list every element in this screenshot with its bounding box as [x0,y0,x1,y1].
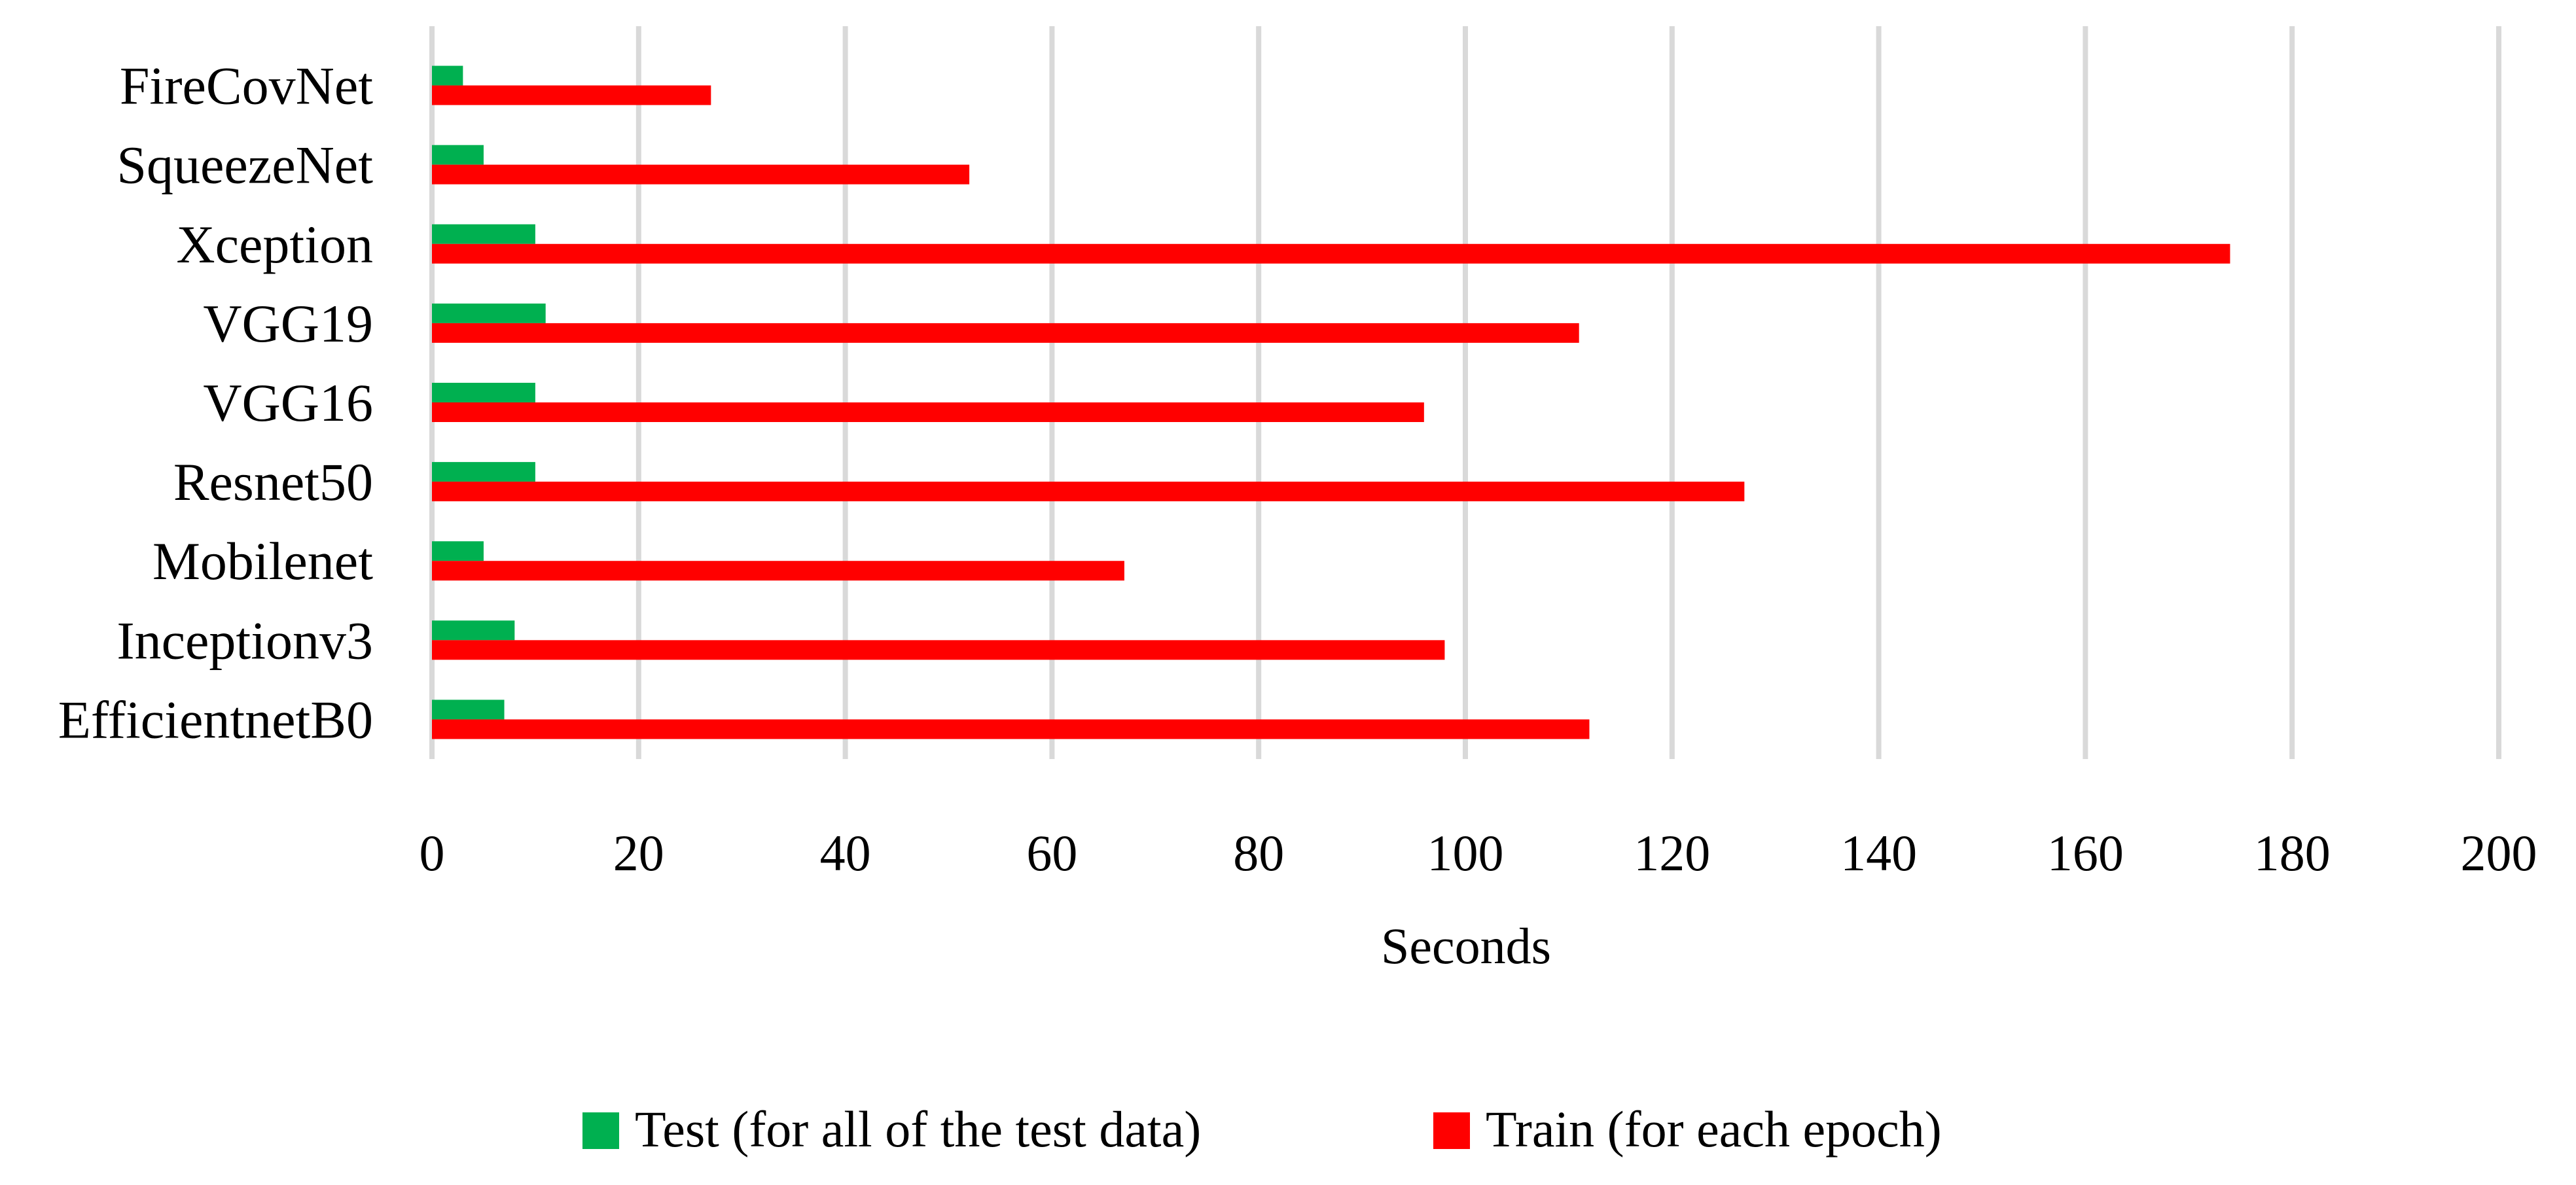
train-bar-resnet50 [432,482,1745,502]
category-label: Xception [176,215,373,274]
bar-series [432,65,2230,739]
test-bar-efficientnetb0 [432,699,505,720]
train-bar-xception [432,243,2230,264]
x-tick-labels: 0 20 40 60 80 100 120 140 160 180 200 [420,824,2537,881]
category-label: EfficientnetB0 [58,690,373,749]
category-label: VGG16 [203,373,373,433]
category-label: VGG19 [203,294,373,353]
category-labels: FireCovNet SqueezeNet Xception VGG19 VGG16 Re… [58,56,373,750]
x-tick-label: 120 [1634,824,1710,881]
legend-label-test: Test (for all of the test data) [635,1101,1201,1158]
train-bar-mobilenet [432,561,1124,581]
x-tick-label: 160 [2047,824,2124,881]
train-bar-inceptionv3 [432,640,1445,660]
legend-swatch-train [1433,1112,1470,1149]
x-tick-label: 0 [420,824,445,881]
test-bar-vgg16 [432,383,535,402]
x-tick-label: 40 [820,824,871,881]
x-tick-label: 80 [1233,824,1284,881]
x-tick-label: 20 [613,824,664,881]
category-label: Mobilenet [152,531,373,591]
category-label: FireCovNet [120,56,373,116]
test-bar-vgg19 [432,303,546,323]
test-bar-inceptionv3 [432,620,515,641]
test-bar-squeezenet [432,145,484,165]
test-bar-resnet50 [432,462,535,482]
test-bar-firecovnet [432,65,463,86]
train-bar-firecovnet [432,85,711,105]
test-bar-mobilenet [432,541,484,561]
train-bar-squeezenet [432,164,970,185]
category-label: Resnet50 [173,452,373,512]
train-bar-efficientnetb0 [432,719,1590,739]
x-tick-label: 180 [2254,824,2331,881]
train-bar-vgg16 [432,402,1424,422]
x-tick-label: 100 [1427,824,1504,881]
legend-label-train: Train (for each epoch) [1486,1101,1942,1158]
legend-swatch-test [582,1112,619,1149]
gridlines [429,26,2501,759]
x-tick-label: 60 [1026,824,1077,881]
category-label: Inceptionv3 [116,610,373,670]
test-bar-xception [432,224,535,244]
x-axis-title: Seconds [1381,917,1551,974]
x-tick-label: 140 [1840,824,1917,881]
x-tick-label: 200 [2461,824,2537,881]
category-label: SqueezeNet [116,135,373,195]
legend: Test (for all of the test data) Train (fo… [582,1101,1942,1158]
train-bar-vgg19 [432,323,1579,343]
